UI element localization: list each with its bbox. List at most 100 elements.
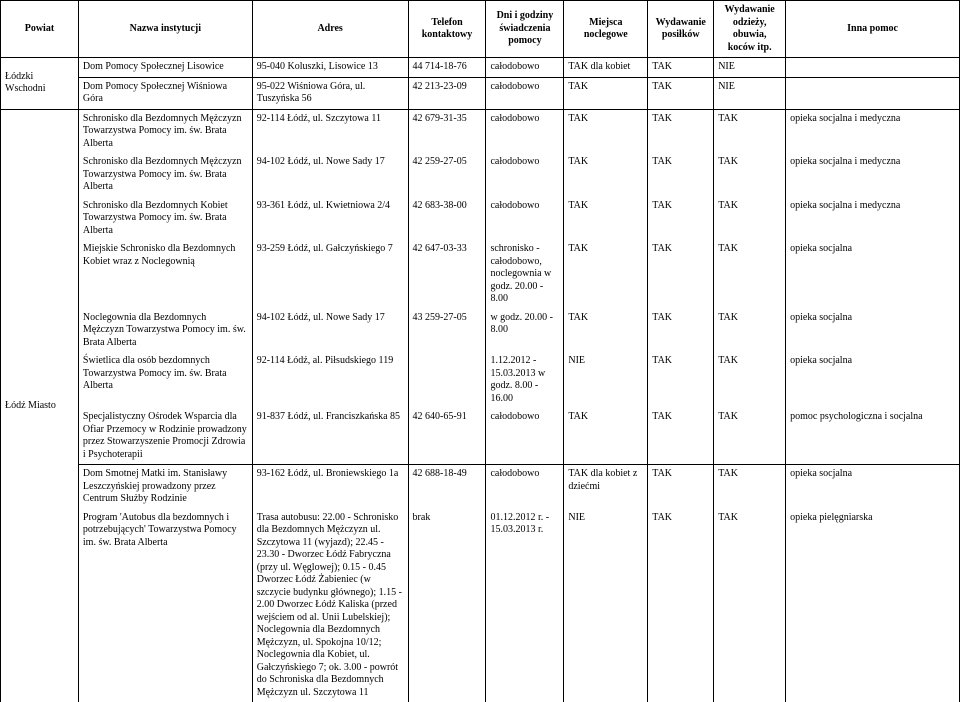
cell-odziez: NIE	[714, 77, 786, 109]
header-powiat: Powiat	[1, 1, 79, 58]
cell-nazwa: Świetlica dla osób bezdomnych Towarzystw…	[78, 352, 252, 408]
cell-adres: 95-022 Wiśniowa Góra, ul. Tuszyńska 56	[252, 77, 408, 109]
cell-nazwa: Schronisko dla Bezdomnych Kobiet Towarzy…	[78, 197, 252, 241]
cell-odziez: TAK	[714, 109, 786, 153]
cell-inna: opieka socjalna	[786, 240, 960, 309]
cell-adres: 93-162 Łódź, ul. Broniewskiego 1a	[252, 465, 408, 509]
cell-adres: Trasa autobusu: 22.00 - Schronisko dla B…	[252, 509, 408, 702]
cell-inna: opieka pielęgniarska	[786, 509, 960, 702]
table-row: Świetlica dla osób bezdomnych Towarzystw…	[1, 352, 960, 408]
table-row: Łódź Miasto Schronisko dla Bezdomnych Mę…	[1, 109, 960, 153]
cell-odziez: TAK	[714, 465, 786, 509]
cell-posilki: TAK	[648, 109, 714, 153]
table-row: Specjalistyczny Ośrodek Wsparcia dla Ofi…	[1, 408, 960, 465]
header-odziez: Wydawanie odzieży, obuwia, koców itp.	[714, 1, 786, 58]
cell-nazwa: Specjalistyczny Ośrodek Wsparcia dla Ofi…	[78, 408, 252, 465]
cell-posilki: TAK	[648, 58, 714, 78]
cell-nocleg: TAK	[564, 240, 648, 309]
cell-posilki: TAK	[648, 197, 714, 241]
cell-posilki: TAK	[648, 408, 714, 465]
cell-telefon	[408, 352, 486, 408]
cell-telefon: 42 647-03-33	[408, 240, 486, 309]
cell-dni: w godz. 20.00 - 8.00	[486, 309, 564, 353]
cell-adres: 94-102 Łódź, ul. Nowe Sady 17	[252, 309, 408, 353]
cell-dni: całodobowo	[486, 58, 564, 78]
cell-odziez: TAK	[714, 352, 786, 408]
cell-adres: 91-837 Łódź, ul. Franciszkańska 85	[252, 408, 408, 465]
powiat-cell: Łódź Miasto	[1, 109, 79, 702]
cell-dni: całodobowo	[486, 153, 564, 197]
cell-posilki: TAK	[648, 352, 714, 408]
table-header-row: Powiat Nazwa instytucji Adres Telefon ko…	[1, 1, 960, 58]
cell-nazwa: Miejskie Schronisko dla Bezdomnych Kobie…	[78, 240, 252, 309]
cell-odziez: TAK	[714, 309, 786, 353]
cell-nocleg: TAK	[564, 153, 648, 197]
cell-inna: opieka socjalna i medyczna	[786, 153, 960, 197]
cell-inna: opieka socjalna i medyczna	[786, 109, 960, 153]
header-adres: Adres	[252, 1, 408, 58]
cell-nazwa: Noclegownia dla Bezdomnych Mężczyzn Towa…	[78, 309, 252, 353]
cell-nazwa: Dom Smotnej Matki im. Stanisławy Leszczy…	[78, 465, 252, 509]
table-row: Schronisko dla Bezdomnych Mężczyzn Towar…	[1, 153, 960, 197]
aid-institutions-table: Powiat Nazwa instytucji Adres Telefon ko…	[0, 0, 960, 702]
table-row: Noclegownia dla Bezdomnych Mężczyzn Towa…	[1, 309, 960, 353]
cell-dni: całodobowo	[486, 109, 564, 153]
table-row: Łódzki Wschodni Dom Pomocy Społecznej Li…	[1, 58, 960, 78]
cell-nazwa: Dom Pomocy Społecznej Wiśniowa Góra	[78, 77, 252, 109]
cell-posilki: TAK	[648, 77, 714, 109]
cell-dni: całodobowo	[486, 197, 564, 241]
cell-odziez: TAK	[714, 240, 786, 309]
cell-telefon: 42 679-31-35	[408, 109, 486, 153]
cell-adres: 94-102 Łódź, ul. Nowe Sady 17	[252, 153, 408, 197]
cell-inna: opieka socjalna	[786, 465, 960, 509]
cell-nocleg: TAK dla kobiet	[564, 58, 648, 78]
table-row: Program 'Autobus dla bezdomnych i potrze…	[1, 509, 960, 702]
cell-dni: całodobowo	[486, 465, 564, 509]
cell-adres: 95-040 Koluszki, Lisowice 13	[252, 58, 408, 78]
cell-nocleg: NIE	[564, 352, 648, 408]
table-row: Schronisko dla Bezdomnych Kobiet Towarzy…	[1, 197, 960, 241]
cell-nocleg: TAK	[564, 309, 648, 353]
cell-posilki: TAK	[648, 509, 714, 702]
cell-inna	[786, 77, 960, 109]
table-row: Dom Smotnej Matki im. Stanisławy Leszczy…	[1, 465, 960, 509]
cell-inna: opieka socjalna	[786, 352, 960, 408]
cell-dni: całodobowo	[486, 77, 564, 109]
header-nocleg: Miejsca noclegowe	[564, 1, 648, 58]
cell-odziez: NIE	[714, 58, 786, 78]
cell-nazwa: Dom Pomocy Społecznej Lisowice	[78, 58, 252, 78]
cell-nocleg: NIE	[564, 509, 648, 702]
cell-nazwa: Program 'Autobus dla bezdomnych i potrze…	[78, 509, 252, 702]
cell-nazwa: Schronisko dla Bezdomnych Mężczyzn Towar…	[78, 109, 252, 153]
cell-telefon: 43 259-27-05	[408, 309, 486, 353]
cell-posilki: TAK	[648, 465, 714, 509]
cell-telefon: brak	[408, 509, 486, 702]
header-telefon: Telefon kontaktowy	[408, 1, 486, 58]
cell-nocleg: TAK	[564, 197, 648, 241]
cell-nocleg: TAK	[564, 77, 648, 109]
cell-dni: 1.12.2012 - 15.03.2013 w godz. 8.00 - 16…	[486, 352, 564, 408]
cell-telefon: 44 714-18-76	[408, 58, 486, 78]
cell-odziez: TAK	[714, 197, 786, 241]
cell-dni: całodobowo	[486, 408, 564, 465]
cell-nocleg: TAK dla kobiet z dziećmi	[564, 465, 648, 509]
cell-nocleg: TAK	[564, 408, 648, 465]
cell-odziez: TAK	[714, 509, 786, 702]
header-posilki: Wydawanie posiłków	[648, 1, 714, 58]
cell-posilki: TAK	[648, 240, 714, 309]
cell-telefon: 42 640-65-91	[408, 408, 486, 465]
cell-telefon: 42 683-38-00	[408, 197, 486, 241]
cell-adres: 93-361 Łódź, ul. Kwietniowa 2/4	[252, 197, 408, 241]
cell-posilki: TAK	[648, 309, 714, 353]
cell-posilki: TAK	[648, 153, 714, 197]
cell-telefon: 42 213-23-09	[408, 77, 486, 109]
cell-odziez: TAK	[714, 408, 786, 465]
cell-adres: 92-114 Łódź, ul. Szczytowa 11	[252, 109, 408, 153]
cell-inna	[786, 58, 960, 78]
cell-telefon: 42 259-27-05	[408, 153, 486, 197]
cell-nazwa: Schronisko dla Bezdomnych Mężczyzn Towar…	[78, 153, 252, 197]
cell-odziez: TAK	[714, 153, 786, 197]
cell-adres: 93-259 Łódź, ul. Gałczyńskiego 7	[252, 240, 408, 309]
cell-inna: opieka socjalna	[786, 309, 960, 353]
cell-telefon: 42 688-18-49	[408, 465, 486, 509]
